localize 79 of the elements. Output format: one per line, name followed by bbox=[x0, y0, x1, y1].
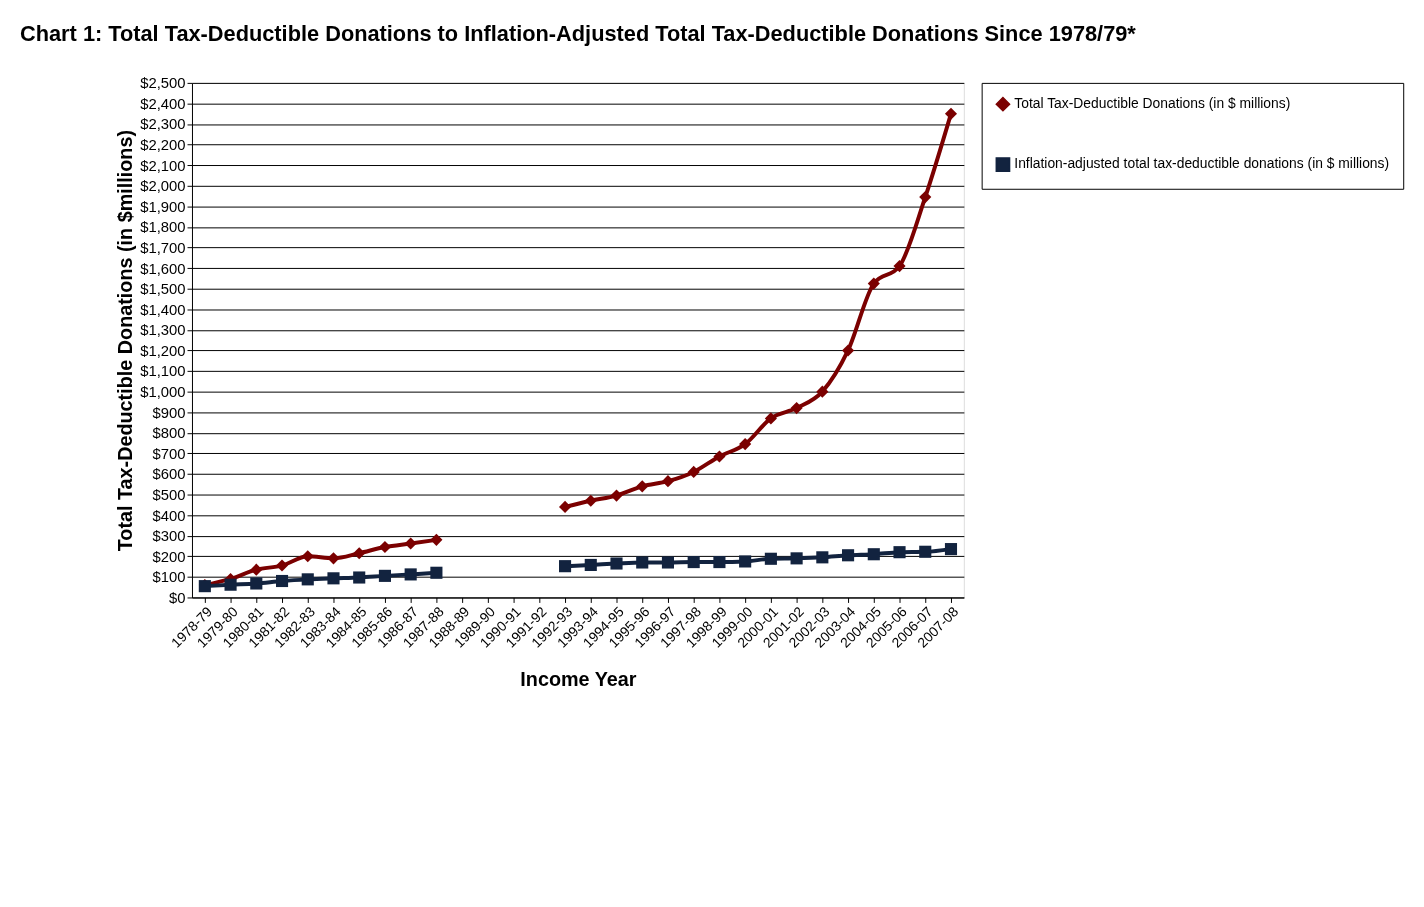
point bbox=[430, 566, 443, 579]
y-axis-title: Total Tax-Deductible Donations (in $millions) bbox=[114, 130, 137, 552]
point bbox=[301, 573, 314, 586]
y-tick-label: $1,300 bbox=[140, 322, 186, 339]
point bbox=[275, 574, 289, 588]
point bbox=[919, 545, 932, 558]
point bbox=[867, 277, 880, 290]
y-tick-label: $800 bbox=[152, 425, 186, 442]
point bbox=[584, 558, 597, 571]
point bbox=[610, 557, 623, 570]
point bbox=[404, 568, 417, 581]
point bbox=[558, 500, 572, 513]
y-tick-label: $1,900 bbox=[140, 198, 186, 215]
point bbox=[764, 552, 777, 565]
point bbox=[739, 555, 752, 568]
point bbox=[636, 480, 649, 493]
point bbox=[944, 543, 958, 556]
point bbox=[250, 577, 263, 590]
y-tick-label: $2,500 bbox=[140, 75, 186, 92]
y-tick-label: $500 bbox=[152, 486, 186, 503]
point bbox=[790, 552, 803, 565]
y-tick-label: $1,200 bbox=[140, 342, 186, 359]
point bbox=[404, 537, 417, 550]
legend-label: Inflation-adjusted total tax-deductible donations (in $ millions) bbox=[1014, 155, 1390, 172]
y-tick-label: $400 bbox=[152, 507, 186, 524]
point bbox=[610, 489, 623, 502]
y-tick-label: $2,300 bbox=[140, 116, 186, 133]
point bbox=[353, 547, 366, 560]
point bbox=[893, 546, 906, 559]
y-tick-label: $1,600 bbox=[140, 260, 186, 277]
legend-label: Total Tax-Deductible Donations (in $ millions) bbox=[1014, 95, 1291, 112]
y-tick-label: $600 bbox=[152, 466, 186, 483]
point bbox=[661, 475, 675, 488]
point bbox=[713, 556, 726, 569]
point bbox=[687, 465, 700, 478]
y-tick-label: $1,800 bbox=[140, 219, 186, 236]
point bbox=[867, 548, 880, 561]
y-tick-label: $100 bbox=[152, 569, 186, 586]
point bbox=[739, 438, 752, 451]
y-tick-label: $1,000 bbox=[140, 384, 186, 401]
y-tick-label: $2,000 bbox=[140, 178, 186, 195]
point bbox=[661, 556, 675, 569]
point bbox=[224, 578, 237, 591]
point bbox=[713, 450, 726, 463]
y-tick-label: $200 bbox=[152, 548, 186, 565]
point bbox=[301, 550, 314, 563]
x-axis-title: Income Year bbox=[520, 668, 637, 691]
chart-title: Chart 1: Total Tax-Deductible Donations to Inflation-Adjusted Total Tax-Deductible Donations Since 1978/79* bbox=[20, 21, 1137, 47]
y-tick-label: $2,200 bbox=[140, 137, 186, 154]
point bbox=[250, 563, 263, 576]
point bbox=[636, 556, 649, 569]
point bbox=[790, 402, 803, 415]
y-tick-label: $2,100 bbox=[140, 157, 186, 174]
point bbox=[378, 540, 392, 554]
point bbox=[764, 412, 777, 425]
point bbox=[919, 191, 932, 204]
point bbox=[893, 260, 906, 273]
point bbox=[944, 107, 958, 120]
point bbox=[430, 533, 443, 546]
point bbox=[816, 385, 829, 398]
point bbox=[842, 344, 855, 357]
point bbox=[584, 494, 597, 507]
y-tick-label: $700 bbox=[152, 445, 186, 462]
y-tick-label: $1,700 bbox=[140, 240, 186, 256]
point bbox=[327, 572, 340, 585]
point bbox=[353, 571, 366, 584]
y-tick-label: $900 bbox=[152, 404, 186, 421]
point bbox=[558, 560, 572, 573]
point bbox=[378, 569, 391, 582]
y-tick-label: $300 bbox=[152, 528, 186, 545]
y-tick-label: $1,100 bbox=[140, 363, 186, 380]
point bbox=[687, 556, 700, 569]
y-tick-label: $2,400 bbox=[140, 95, 186, 112]
point bbox=[816, 551, 829, 564]
point bbox=[275, 559, 289, 572]
point bbox=[842, 549, 855, 562]
y-tick-label: $0 bbox=[169, 589, 186, 606]
y-tick-label: $1,500 bbox=[140, 281, 186, 298]
y-tick-label: $1,400 bbox=[140, 301, 186, 318]
